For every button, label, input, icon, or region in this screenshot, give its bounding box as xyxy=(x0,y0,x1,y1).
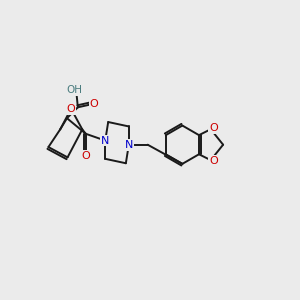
Text: O: O xyxy=(209,123,218,133)
Text: O: O xyxy=(81,151,90,161)
Text: N: N xyxy=(101,136,110,146)
Text: OH: OH xyxy=(66,85,82,95)
Text: O: O xyxy=(209,156,218,166)
Text: N: N xyxy=(124,140,133,150)
Text: O: O xyxy=(67,104,76,114)
Text: O: O xyxy=(90,99,98,110)
